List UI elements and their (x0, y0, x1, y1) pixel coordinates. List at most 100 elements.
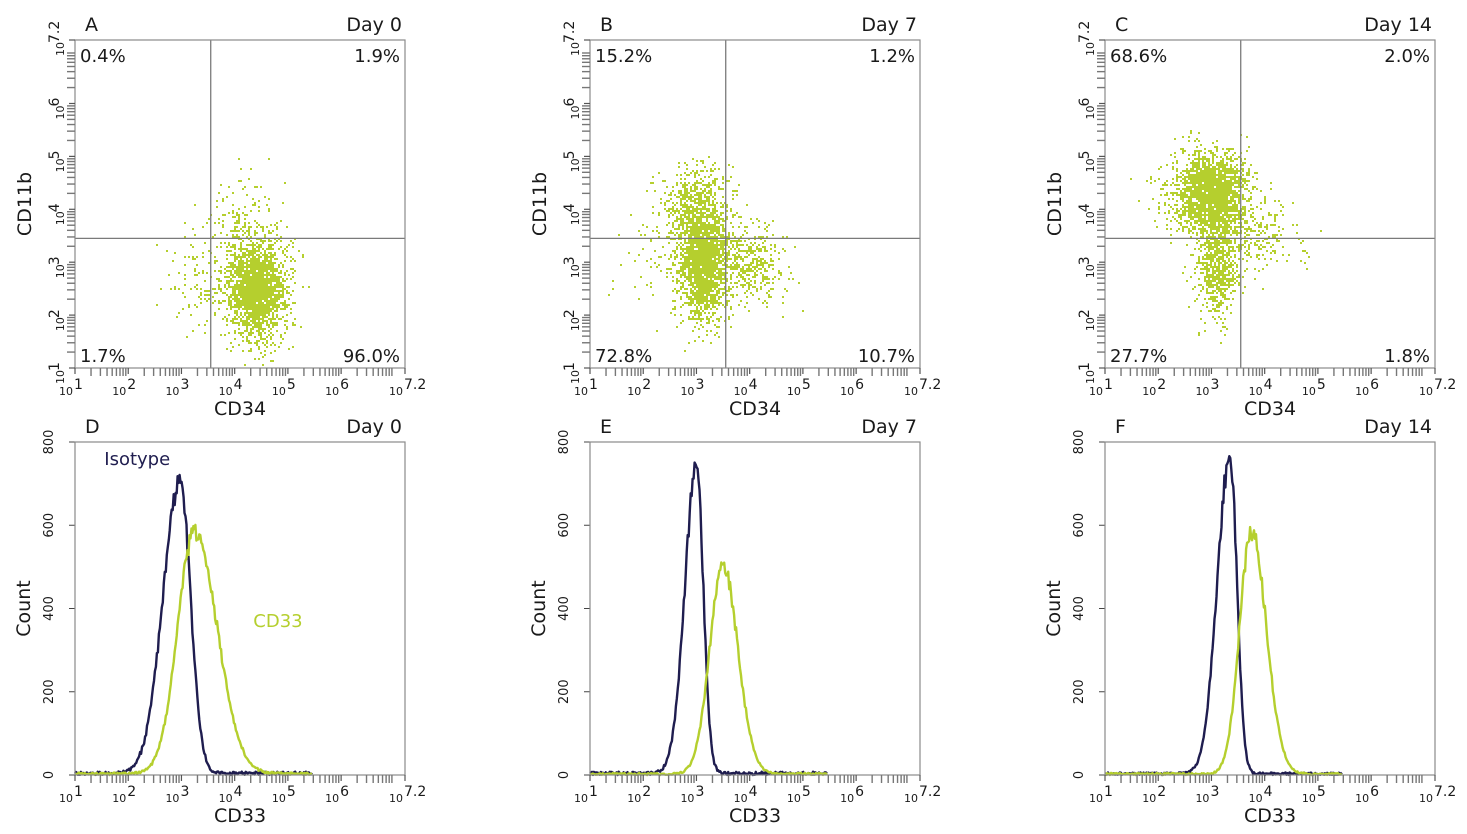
scatter-point (666, 200, 668, 202)
x-tick-exponent: 1 (74, 377, 83, 393)
scatter-point (256, 282, 258, 284)
scatter-point (280, 262, 282, 264)
scatter-point (254, 324, 256, 326)
scatter-point (672, 250, 674, 252)
scatter-point (250, 236, 252, 238)
scatter-point (676, 196, 678, 198)
scatter-point (264, 264, 266, 266)
scatter-point (710, 170, 712, 172)
scatter-point (680, 288, 682, 290)
scatter-point (728, 254, 730, 256)
scatter-point (690, 298, 692, 300)
scatter-point (780, 272, 782, 274)
scatter-point (716, 210, 718, 212)
scatter-point (696, 188, 698, 190)
scatter-point (232, 322, 234, 324)
scatter-point (240, 258, 242, 260)
scatter-point (710, 254, 712, 256)
scatter-point (732, 266, 734, 268)
scatter-point (264, 332, 266, 334)
scatter-point (248, 278, 250, 280)
scatter-point (242, 350, 244, 352)
scatter-point (684, 190, 686, 192)
scatter-point (252, 318, 254, 320)
scatter-point (252, 280, 254, 282)
scatter-point (668, 222, 670, 224)
scatter-point (286, 320, 288, 322)
scatter-point (230, 274, 232, 276)
scatter-point (236, 282, 238, 284)
scatter-point (228, 186, 230, 188)
scatter-point (744, 240, 746, 242)
scatter-point (270, 308, 272, 310)
scatter-point (706, 274, 708, 276)
scatter-point (762, 262, 764, 264)
scatter-point (228, 242, 230, 244)
scatter-point (696, 308, 698, 310)
scatter-point (224, 316, 226, 318)
scatter-point (252, 292, 254, 294)
scatter-point (758, 250, 760, 252)
scatter-point (240, 294, 242, 296)
scatter-point (234, 312, 236, 314)
scatter-point (710, 190, 712, 192)
scatter-point (240, 332, 242, 334)
scatter-point (698, 240, 700, 242)
scatter-point (244, 282, 246, 284)
scatter-point (714, 294, 716, 296)
scatter-point (706, 252, 708, 254)
scatter-point (758, 298, 760, 300)
scatter-point (270, 300, 272, 302)
scatter-point (708, 208, 710, 210)
scatter-point (718, 226, 720, 228)
scatter-point (696, 312, 698, 314)
scatter-point (692, 158, 694, 160)
scatter-point (236, 230, 238, 232)
scatter-point (700, 192, 702, 194)
scatter-point (302, 286, 304, 288)
quadrant-label-upper-left: 0.4% (80, 46, 126, 67)
scatter-point (720, 268, 722, 270)
scatter-point (696, 286, 698, 288)
scatter-point (280, 336, 282, 338)
scatter-point (276, 278, 278, 280)
scatter-point (260, 310, 262, 312)
scatter-point (710, 204, 712, 206)
scatter-point (722, 248, 724, 250)
scatter-point (726, 294, 728, 296)
scatter-point (244, 270, 246, 272)
scatter-point (244, 292, 246, 294)
scatter-point (680, 208, 682, 210)
scatter-point (244, 324, 246, 326)
scatter-point (714, 222, 716, 224)
scatter-point (248, 340, 250, 342)
y-tick-exponent: 5 (47, 150, 63, 159)
scatter-point (260, 226, 262, 228)
scatter-point (698, 290, 700, 292)
scatter-point (684, 210, 686, 212)
scatter-point (184, 256, 186, 258)
scatter-point (264, 240, 266, 242)
scatter-point (692, 264, 694, 266)
scatter-point (688, 230, 690, 232)
scatter-point (718, 278, 720, 280)
scatter-point (282, 284, 284, 286)
scatter-point (710, 276, 712, 278)
scatter-point (192, 256, 194, 258)
scatter-point (222, 200, 224, 202)
scatter-point (232, 276, 234, 278)
scatter-point (262, 248, 264, 250)
scatter-point (726, 204, 728, 206)
scatter-point (242, 234, 244, 236)
scatter-point (726, 266, 728, 268)
scatter-point (226, 250, 228, 252)
scatter-point (696, 262, 698, 264)
scatter-point (258, 318, 260, 320)
scatter-point (706, 296, 708, 298)
scatter-point (704, 260, 706, 262)
scatter-point (688, 266, 690, 268)
scatter-point (702, 254, 704, 256)
scatter-point (688, 226, 690, 228)
scatter-point (724, 240, 726, 242)
scatter-point (264, 310, 266, 312)
